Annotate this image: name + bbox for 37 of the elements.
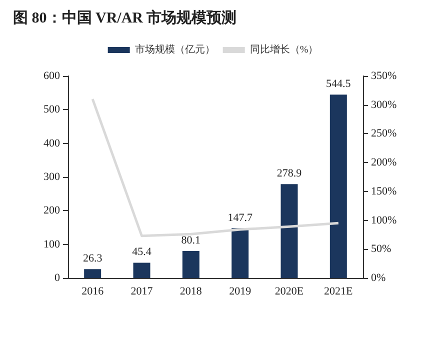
bar <box>84 269 102 278</box>
y-tick-label: 0 <box>54 272 60 284</box>
x-tick-label: 2017 <box>130 286 154 298</box>
bar <box>182 251 200 278</box>
legend-label: 市场规模（亿元） <box>134 44 215 56</box>
legend-label: 同比增长（%） <box>250 44 318 56</box>
bar <box>133 262 150 278</box>
line-series <box>91 98 340 238</box>
y2-tick-label: 350% <box>371 70 397 82</box>
x-tick-label: 2016 <box>82 286 104 298</box>
y2-tick-label: 0% <box>371 272 386 284</box>
y2-tick-label: 250% <box>371 128 397 140</box>
y-tick-label: 200 <box>44 204 60 217</box>
x-tick-label: 2019 <box>229 286 252 298</box>
x-tick-label: 2020E <box>274 286 304 298</box>
bar <box>330 94 347 278</box>
y2-tick-label: 100% <box>371 214 397 226</box>
data-label: 45.4 <box>132 246 152 258</box>
x-tick-label: 2018 <box>180 286 202 298</box>
y-tick-label: 100 <box>44 238 60 250</box>
data-label: 80.1 <box>181 234 201 247</box>
y-tick-label: 400 <box>44 137 60 150</box>
x-tick-label: 2021E <box>324 286 354 298</box>
data-label: 26.3 <box>82 252 103 265</box>
y2-tick-label: 300% <box>371 98 397 111</box>
data-label: 278.9 <box>276 168 302 180</box>
data-label: 147.7 <box>228 212 253 224</box>
data-label: 544.5 <box>326 78 352 90</box>
y-tick-label: 600 <box>44 70 60 82</box>
y-tick-label: 300 <box>44 171 60 183</box>
y2-tick-label: 200% <box>371 156 397 169</box>
bar <box>232 228 249 278</box>
y2-tick-label: 150% <box>371 185 397 198</box>
y2-tick-label: 50% <box>371 243 392 256</box>
y-tick-label: 500 <box>44 104 60 116</box>
chart-title: 图 80：中国 VR/AR 市场规模预测 <box>13 8 237 26</box>
bar <box>280 184 298 278</box>
